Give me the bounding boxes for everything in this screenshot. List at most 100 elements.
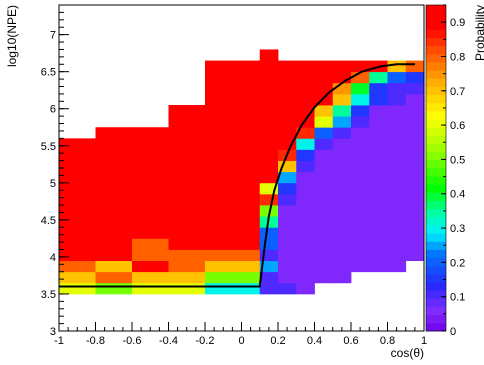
- heatmap-cell: [296, 249, 315, 262]
- heatmap-cell: [278, 182, 297, 195]
- heatmap-cell: [59, 216, 96, 228]
- color-scale-band: [426, 151, 446, 161]
- heatmap-cell: [351, 82, 370, 95]
- x-tick-label: -1: [54, 335, 64, 347]
- heatmap-cell: [332, 216, 352, 228]
- heatmap-cell: [259, 105, 279, 117]
- heatmap-cell: [132, 227, 169, 239]
- heatmap-cell: [259, 282, 279, 295]
- heatmap-cell: [314, 271, 334, 284]
- y-axis: 3 3.5 4 4.5 5 5.5 6 6.5 7: [41, 4, 69, 338]
- heatmap-cell: [387, 116, 407, 128]
- color-scale-band: [426, 322, 446, 332]
- heatmap-cell: [205, 249, 261, 262]
- heatmap-cell: [387, 249, 407, 262]
- color-scale-tick-label: 0.2: [450, 257, 465, 269]
- heatmap-cell: [405, 149, 425, 161]
- heatmap-cell: [332, 260, 352, 273]
- heatmap-cell: [351, 116, 370, 128]
- heatmap-cell: [278, 82, 297, 95]
- heatmap-cell: [132, 271, 169, 284]
- heatmap-cell: [369, 227, 388, 239]
- heatmap-cell: [259, 49, 279, 61]
- heatmap-cell: [332, 93, 352, 106]
- heatmap-cell: [387, 182, 407, 195]
- heatmap-cell: [314, 193, 334, 206]
- heatmap-cell: [132, 216, 169, 228]
- color-scale-tick-label: 0.4: [450, 189, 465, 201]
- heatmap-cell: [278, 60, 297, 73]
- heatmap-cell: [132, 138, 169, 150]
- heatmap-cell: [59, 138, 96, 150]
- heatmap-cell: [405, 71, 425, 84]
- heatmap-cell: [351, 193, 370, 206]
- heatmap-cell: [387, 160, 407, 173]
- heatmap-cell: [259, 82, 279, 95]
- heatmap-cell: [369, 260, 388, 273]
- color-scale-band: [426, 290, 446, 299]
- heatmap-cell: [296, 271, 315, 284]
- color-scale-band: [426, 5, 446, 14]
- heatmap-cell: [405, 193, 425, 206]
- heatmap-cell: [332, 238, 352, 250]
- y-tick-label: 5.5: [41, 141, 56, 153]
- heatmap-cell: [405, 171, 425, 184]
- x-tick-label: -0.2: [196, 335, 215, 347]
- heatmap-cell: [205, 238, 261, 250]
- y-tick-label: 6: [50, 104, 56, 116]
- color-scale-band: [426, 53, 446, 63]
- heatmap-cell: [405, 82, 425, 95]
- heatmap-cell: [95, 205, 133, 217]
- heatmap-cell: [132, 182, 169, 195]
- heatmap-cell: [405, 60, 425, 73]
- heatmap-cell: [205, 116, 261, 128]
- heatmap-cell: [296, 216, 315, 228]
- boundary-curve: [59, 63, 415, 288]
- heatmap-cell: [132, 205, 169, 217]
- heatmap-cell: [168, 182, 206, 195]
- heatmap-cell: [168, 160, 206, 173]
- heatmap-cell: [314, 116, 334, 128]
- heatmap-cell: [278, 193, 297, 206]
- heatmap-cell: [387, 60, 407, 73]
- color-scale-band: [426, 257, 446, 267]
- heatmap-cell: [278, 93, 297, 106]
- heatmap-cell: [95, 182, 133, 195]
- heatmap-cell: [351, 93, 370, 106]
- color-scale-tick-label: 0.8: [450, 51, 465, 63]
- heatmap-cell: [168, 105, 206, 117]
- heatmap-cell: [168, 127, 206, 139]
- heatmap-cell: [314, 249, 334, 262]
- heatmap-cell: [351, 127, 370, 139]
- heatmap-cell: [296, 260, 315, 273]
- color-scale-band: [426, 78, 446, 87]
- heatmap-cell: [332, 249, 352, 262]
- heatmap-cell: [205, 271, 261, 284]
- x-axis: -1 -0.8 -0.6 -0.4 -0.2 0 0.2 0.4 0.6 0.8 1: [54, 322, 427, 347]
- heatmap-cell: [205, 171, 261, 184]
- color-scale-band: [426, 298, 446, 307]
- heatmap-cell: [369, 238, 388, 250]
- heatmap-cell: [314, 160, 334, 173]
- heatmap-cell: [314, 82, 334, 95]
- heatmap-cell: [205, 71, 261, 84]
- x-tick-label: 1: [421, 335, 427, 347]
- heatmap-cell: [351, 205, 370, 217]
- heatmap-cell: [168, 205, 206, 217]
- x-tick-label: 0: [238, 335, 244, 347]
- heatmap-cell: [59, 205, 96, 217]
- heatmap-cell: [351, 249, 370, 262]
- heatmap-cell: [205, 193, 261, 206]
- heatmap-cell: [259, 71, 279, 84]
- color-scale-band: [426, 94, 446, 104]
- heatmap-cell: [259, 127, 279, 139]
- heatmap-cell: [332, 82, 352, 95]
- y-tick-label: 5: [50, 178, 56, 190]
- heatmap-cell: [278, 260, 297, 273]
- heatmap-cell: [314, 105, 334, 117]
- heatmap-cell: [278, 282, 297, 295]
- heatmap-cell: [332, 105, 352, 117]
- heatmap-cell: [387, 71, 407, 84]
- heatmap-cell: [351, 182, 370, 195]
- heatmap-cell: [259, 138, 279, 150]
